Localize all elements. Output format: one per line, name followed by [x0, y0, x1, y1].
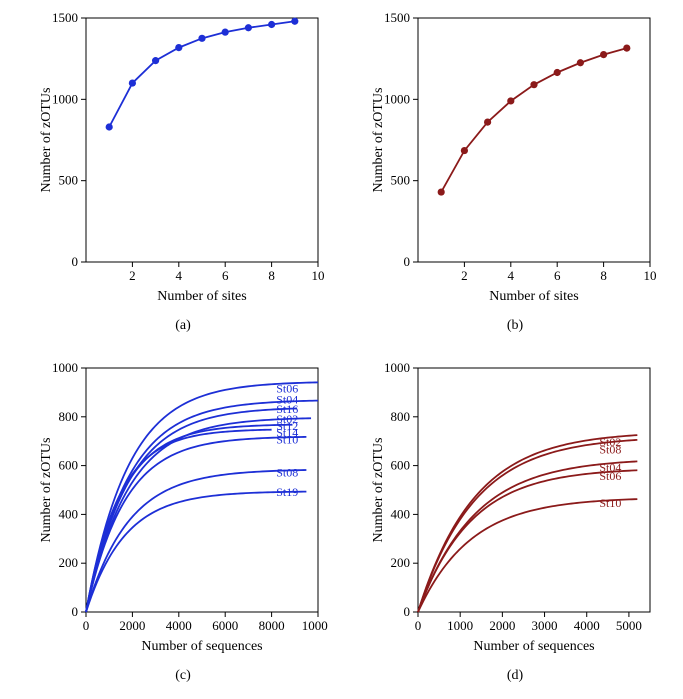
series-marker	[129, 79, 136, 86]
chart-b: 2 4 6 8 10 0 500 1000 1500 Number of sites Number …	[370, 10, 660, 310]
y-tick-label: 200	[59, 555, 79, 570]
y-tick-label: 1000	[384, 91, 410, 106]
y-tick-label: 1500	[384, 10, 410, 25]
series-line-St10	[86, 437, 306, 612]
y-tick-label: 1500	[52, 10, 78, 25]
y-tick-label: 1000	[52, 91, 78, 106]
series-label-St06: St06	[599, 469, 621, 483]
series-label-St08: St08	[599, 442, 621, 456]
x-tick-label: 10	[312, 268, 325, 283]
chart-a: 2 4 6 8 10 0 500 1000 1500 Number of sites Number …	[38, 10, 328, 310]
y-tick-label: 800	[59, 409, 79, 424]
y-tick-label: 600	[59, 458, 79, 473]
y-tick-label: 500	[59, 173, 79, 188]
y-tick-label: 0	[404, 254, 411, 269]
series-marker	[438, 188, 445, 195]
series-marker	[600, 51, 607, 58]
y-tick-label: 400	[59, 506, 79, 521]
x-tick-label: 0	[415, 618, 422, 633]
series-marker	[222, 29, 229, 36]
series-line-St12	[86, 425, 292, 612]
series-label-St10: St10	[599, 496, 621, 510]
series-label-St19: St19	[276, 485, 298, 499]
series-marker	[507, 97, 514, 104]
x-tick-label: 2000	[119, 618, 145, 633]
x-tick-label: 4	[176, 268, 183, 283]
y-tick-label: 200	[391, 555, 411, 570]
x-tick-label: 8	[268, 268, 275, 283]
x-tick-label: 2000	[489, 618, 515, 633]
x-axis-label: Number of sequences	[141, 639, 262, 654]
series-marker	[106, 123, 113, 130]
y-tick-label: 0	[72, 604, 79, 619]
plot-box	[418, 368, 650, 612]
series-marker	[554, 69, 561, 76]
series-line-St04	[418, 461, 637, 612]
panel-caption-b: (b)	[370, 318, 660, 334]
series-marker	[484, 119, 491, 126]
x-tick-label: 6	[222, 268, 229, 283]
y-tick-label: 600	[391, 458, 411, 473]
x-tick-label: 8	[600, 268, 607, 283]
x-tick-label: 0	[83, 618, 90, 633]
x-tick-label: 3000	[532, 618, 558, 633]
figure-grid: 246810050010001500Number of sitesNumber …	[0, 0, 683, 699]
chart-c: 0 2000 4000 6000 8000 10000 0 200 400 600 800 1000 N…	[38, 360, 328, 660]
series-label-St10: St10	[276, 433, 298, 447]
x-tick-label: 1000	[447, 618, 473, 633]
x-axis-label: Number of sites	[157, 289, 246, 304]
series-marker	[175, 44, 182, 51]
x-tick-label: 4000	[166, 618, 192, 633]
plot-box	[418, 18, 650, 262]
x-tick-label: 6	[554, 268, 561, 283]
series-line	[441, 48, 627, 192]
chart-d: 01000200030004000500002004006008001000Nu…	[370, 360, 660, 660]
series-marker	[198, 35, 205, 42]
x-tick-label: 2	[129, 268, 136, 283]
y-tick-label: 400	[391, 506, 411, 521]
y-axis-label: Number of zOTUs	[39, 88, 54, 193]
series-marker	[577, 59, 584, 66]
series-marker	[152, 57, 159, 64]
series-marker	[623, 44, 630, 51]
x-axis-label: Number of sequences	[473, 639, 594, 654]
x-tick-label: 2	[461, 268, 468, 283]
series-marker	[268, 21, 275, 28]
x-tick-label: 5000	[616, 618, 642, 633]
x-tick-label: 10000	[302, 618, 328, 633]
series-line-St10	[418, 499, 637, 612]
x-tick-label: 4000	[574, 618, 600, 633]
series-marker	[245, 24, 252, 31]
y-tick-label: 800	[391, 409, 411, 424]
series-marker	[291, 18, 298, 25]
series-marker	[530, 81, 537, 88]
y-axis-label: Number of zOTUs	[39, 438, 54, 543]
series-line-St02	[86, 418, 311, 612]
x-tick-label: 10	[644, 268, 657, 283]
plot-box	[86, 18, 318, 262]
panel-caption-a: (a)	[38, 318, 328, 334]
y-axis-label: Number of zOTUs	[371, 438, 386, 543]
y-tick-label: 0	[72, 254, 79, 269]
x-axis-label: Number of sites	[489, 289, 578, 304]
y-tick-label: 0	[404, 604, 411, 619]
x-tick-label: 6000	[212, 618, 238, 633]
x-tick-label: 8000	[259, 618, 285, 633]
panel-caption-c: (c)	[38, 668, 328, 684]
y-tick-label: 1000	[52, 360, 78, 375]
y-axis-label: Number of zOTUs	[371, 88, 386, 193]
x-tick-label: 4	[508, 268, 515, 283]
series-label-St08: St08	[276, 466, 298, 480]
series-line-St06	[418, 470, 637, 612]
y-tick-label: 1000	[384, 360, 410, 375]
series-marker	[461, 147, 468, 154]
y-tick-label: 500	[391, 173, 411, 188]
panel-caption-d: (d)	[370, 668, 660, 684]
